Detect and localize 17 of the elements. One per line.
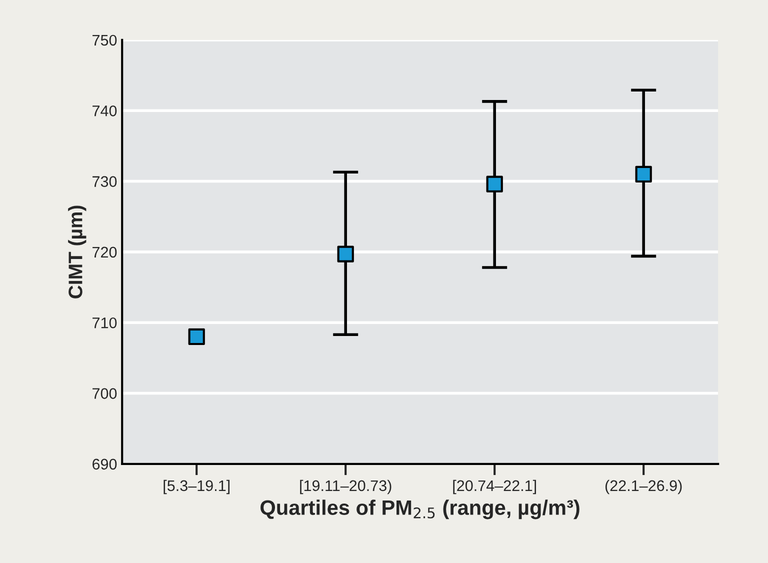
y-tick-label: 740	[92, 105, 117, 116]
y-tick-label: 700	[92, 388, 117, 399]
point	[188, 328, 205, 346]
y-tick-label: 690	[92, 458, 117, 470]
y-tick-label: 730	[92, 176, 117, 187]
x-tick-label: [5.3–19.1]	[164, 480, 230, 494]
y-axis-title: CIMT (µm)	[68, 206, 86, 298]
point	[635, 166, 652, 183]
x-axis-title: Quartiles of PM$_{2.5}$ (range, µg/m³)	[260, 500, 580, 520]
y-tick-label: 710	[92, 317, 117, 328]
y-tick-label: 720	[92, 246, 117, 258]
x-tick-label: (22.1–26.9)	[605, 480, 682, 494]
x-tick-label: [20.74–22.1]	[453, 480, 536, 494]
point	[486, 176, 503, 192]
point	[337, 246, 354, 262]
y-tick-label: 750	[92, 34, 117, 46]
x-tick-label: [19.11–20.73)	[300, 480, 392, 494]
